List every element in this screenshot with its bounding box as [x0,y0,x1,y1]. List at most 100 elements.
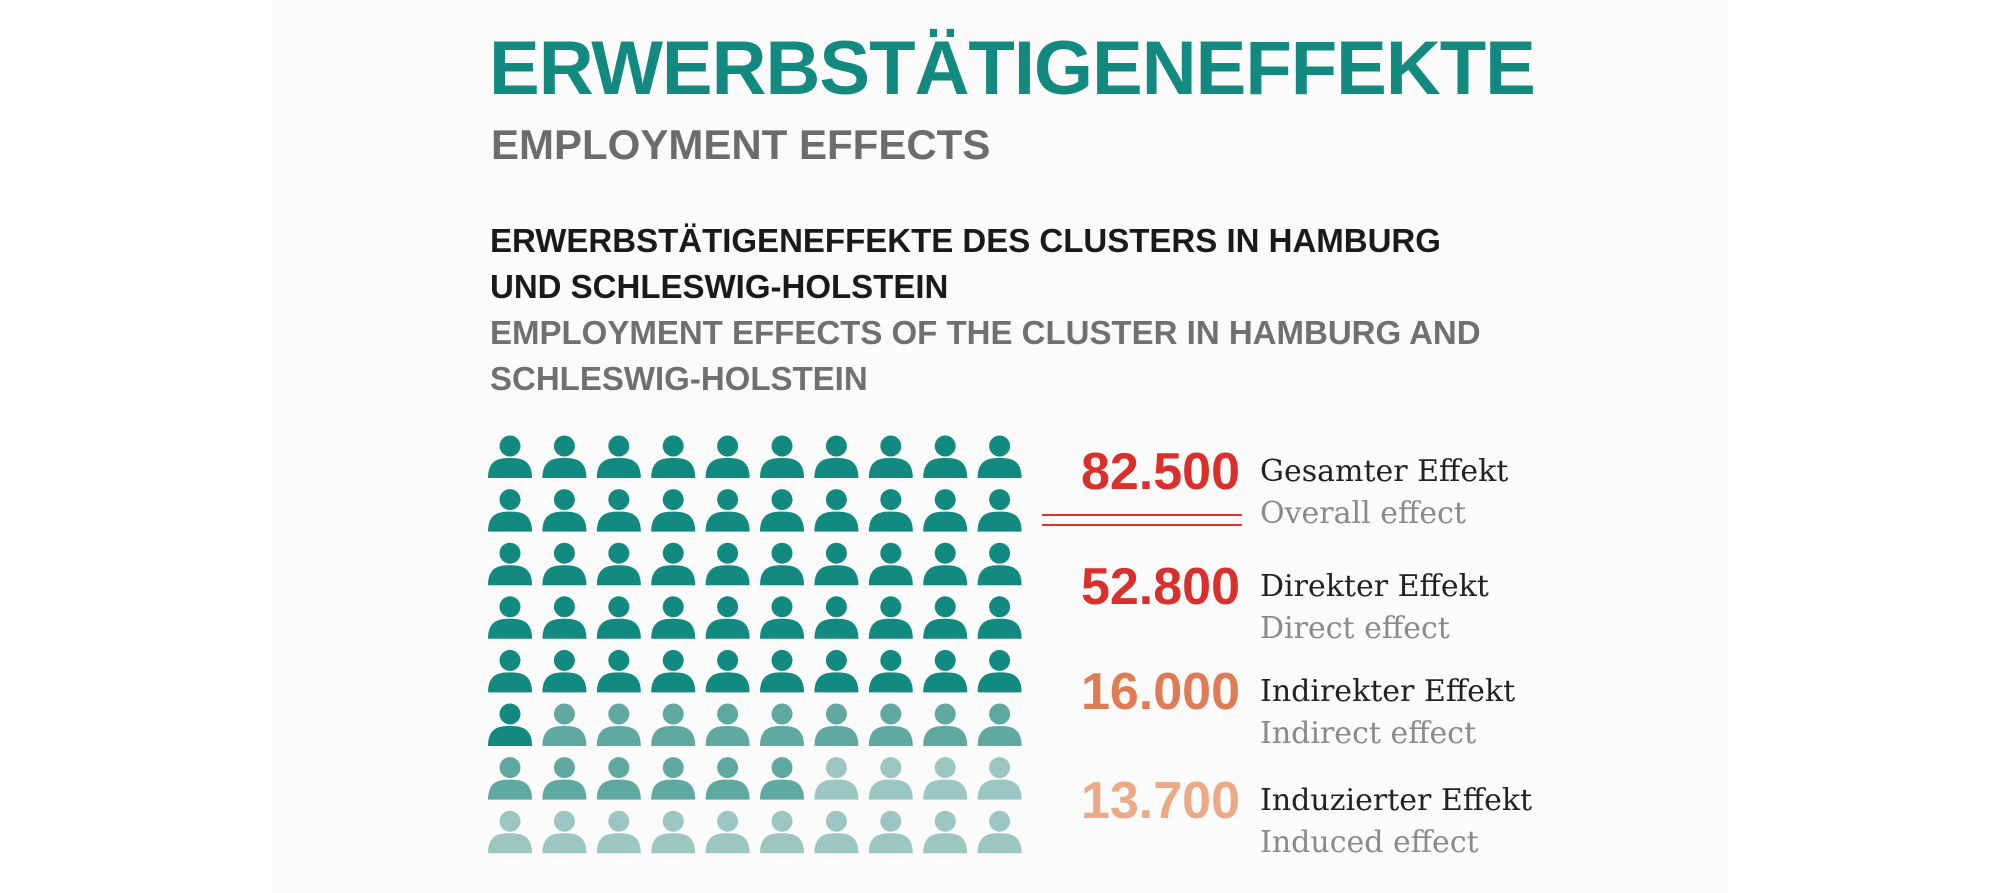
person-icon [651,703,696,746]
person-icon [542,649,587,693]
person-icon [977,489,1022,532]
person-icon [542,489,587,532]
person-icon [868,542,913,586]
person-icon [868,757,913,800]
person-icon [977,757,1022,800]
person-icon [651,596,696,639]
person-icon [596,810,641,854]
person-icon [542,757,587,800]
person-icon [488,757,532,800]
person-icon [488,649,532,693]
person-icon [760,435,804,478]
induced-value: 13.700 [1080,772,1240,830]
person-icon [760,810,804,854]
person-icon [705,542,750,586]
person-icon [868,435,913,478]
person-icon [651,649,696,693]
person-icon [651,542,696,586]
stat-induced: 13.700 Induzierter Effekt Induced effect [1030,769,1670,869]
person-icon [814,489,859,532]
stat-overall: 82.500 Gesamter Effekt Overall effect [1030,440,1670,540]
stat-indirect: 16.000 Indirekter Effekt Indirect effect [1030,660,1670,760]
person-icon [705,596,750,639]
person-icon [814,596,859,639]
direct-value: 52.800 [1080,558,1240,616]
overall-value: 82.500 [1080,443,1240,501]
page-title: ERWERBSTÄTIGENEFFEKTE [489,26,1536,111]
person-icon [705,435,750,478]
person-icon [596,649,641,693]
person-icon [596,703,641,746]
induced-label-en: Induced effect [1260,825,1479,860]
overall-label-en: Overall effect [1260,496,1466,531]
person-icon [705,489,750,532]
person-icon [977,649,1022,693]
person-icon [923,703,968,746]
person-icon [488,489,532,532]
person-icon [705,703,750,746]
person-icon [868,649,913,693]
person-icon [923,757,968,800]
person-icon [923,489,968,532]
total-separator [1042,514,1242,528]
person-icon [760,649,804,693]
page-subtitle: EMPLOYMENT EFFECTS [491,121,991,168]
person-icon [596,542,641,586]
person-icon [596,489,641,532]
person-icon [651,489,696,532]
person-icon [977,596,1022,639]
person-icon [488,596,532,639]
person-icon [868,810,913,854]
person-icon [814,703,859,746]
direct-label-de: Direkter Effekt [1260,569,1489,604]
indirect-label-en: Indirect effect [1260,716,1477,751]
person-icon [651,757,696,800]
induced-label-de: Induzierter Effekt [1260,783,1533,818]
chart-heading-en: EMPLOYMENT EFFECTS OF THE CLUSTER IN HAM… [490,314,1481,397]
chart-heading-de: ERWERBSTÄTIGENEFFEKTE DES CLUSTERS IN HA… [490,222,1441,305]
person-icon [488,703,532,746]
person-icon [814,757,859,800]
person-icon [651,810,696,854]
person-icon [868,596,913,639]
person-icon [760,489,804,532]
overall-label-de: Gesamter Effekt [1260,454,1509,489]
stat-direct: 52.800 Direkter Effekt Direct effect [1030,555,1670,655]
person-icon [760,757,804,800]
person-icon [596,435,641,478]
person-icon [705,810,750,854]
person-icon [923,542,968,586]
person-icon [977,703,1022,746]
direct-label-en: Direct effect [1260,611,1450,646]
person-icon [760,542,804,586]
person-icon [488,435,532,478]
person-icon [488,810,532,854]
person-icon [977,435,1022,478]
person-icon [542,810,587,854]
person-icon [705,649,750,693]
person-icon [760,596,804,639]
person-icon [923,649,968,693]
indirect-label-de: Indirekter Effekt [1260,674,1516,709]
person-icon [977,542,1022,586]
person-icon [488,542,532,586]
person-icon [868,703,913,746]
person-icon [923,596,968,639]
person-icon-grid [488,435,1022,854]
person-icon [542,703,587,746]
person-icon [868,489,913,532]
person-icon [923,810,968,854]
person-icon [596,596,641,639]
person-icon [596,757,641,800]
person-icon [814,435,859,478]
person-icon [814,542,859,586]
person-icon [542,596,587,639]
person-icon [651,435,696,478]
person-icon [542,542,587,586]
person-icon [814,649,859,693]
person-icon [814,810,859,854]
indirect-value: 16.000 [1080,663,1240,721]
person-icon [923,435,968,478]
person-icon [760,703,804,746]
person-icon [705,757,750,800]
